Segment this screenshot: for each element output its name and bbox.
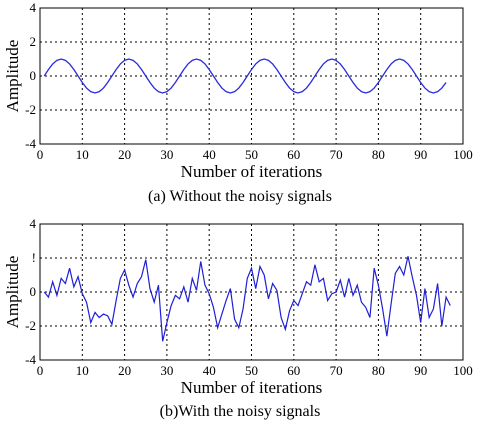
x-tick-label: 30: [160, 147, 173, 162]
y-axis-label-b: Amplitude: [3, 256, 22, 329]
x-tick-label: 20: [118, 363, 131, 378]
x-tick-label: 30: [160, 363, 173, 378]
y-ticks-b: 4! 0 -2 -4: [25, 216, 36, 367]
x-tick-label: 80: [372, 363, 385, 378]
panel-b: 0 10 20 30 40 50 60 70 80 90 100 4! 0 -2 -4 Number of…: [3, 216, 473, 420]
x-ticks-a: 0 10 20 30 40 50 60 70 80 90 100: [37, 147, 473, 162]
x-tick-label: 70: [330, 147, 343, 162]
y-tick-label: -2: [25, 102, 36, 117]
y-tick-label: -4: [25, 352, 36, 367]
x-tick-label: 50: [245, 147, 258, 162]
x-ticks-b: 0 10 20 30 40 50 60 70 80 90 100: [37, 363, 473, 378]
x-axis-label-a: Number of iterations: [181, 162, 323, 181]
x-tick-label: 50: [245, 363, 258, 378]
x-tick-label: 80: [372, 147, 385, 162]
caption-b: (b)With the noisy signals: [160, 403, 321, 420]
panel-a: 0 10 20 30 40 50 60 70 80 90 100 420-2-4 Number of…: [3, 0, 473, 205]
y-tick-label: -4: [25, 136, 36, 151]
y-tick-label: 4: [30, 216, 37, 231]
x-tick-label: 70: [330, 363, 343, 378]
grid-b: [40, 224, 463, 360]
y-ticks-a: 4 2 0 -2 -4: [25, 0, 36, 151]
x-tick-label: 90: [414, 363, 427, 378]
x-tick-label: 20: [118, 147, 131, 162]
series-line-a: [43, 58, 447, 94]
grid-a: [40, 8, 463, 144]
x-tick-label: 40: [203, 363, 216, 378]
x-tick-label: 60: [287, 363, 300, 378]
plot-frame-a: [39, 7, 464, 145]
y-tick-label: !: [32, 250, 36, 265]
y-tick-label: 0: [30, 284, 37, 299]
plot-frame-b: [39, 223, 464, 361]
x-tick-label: 90: [414, 147, 427, 162]
x-tick-label: 100: [453, 363, 473, 378]
x-tick-label: 0: [37, 363, 44, 378]
y-tick-label: 0: [30, 68, 37, 83]
y-tick-label: -2: [25, 318, 36, 333]
x-tick-label: 60: [287, 147, 300, 162]
y-tick-label: 2: [30, 34, 37, 49]
y-tick-label: 4: [30, 0, 37, 15]
caption-a: (a) Without the noisy signals: [148, 188, 332, 205]
x-tick-label: 0: [37, 147, 44, 162]
x-tick-label: 10: [76, 363, 89, 378]
series-line-b: [43, 256, 451, 342]
x-tick-label: 40: [203, 147, 216, 162]
x-tick-label: 100: [453, 147, 473, 162]
y-axis-label-a: Amplitude: [3, 40, 22, 113]
x-tick-label: 10: [76, 147, 89, 162]
x-axis-label-b: Number of iterations: [181, 378, 323, 397]
